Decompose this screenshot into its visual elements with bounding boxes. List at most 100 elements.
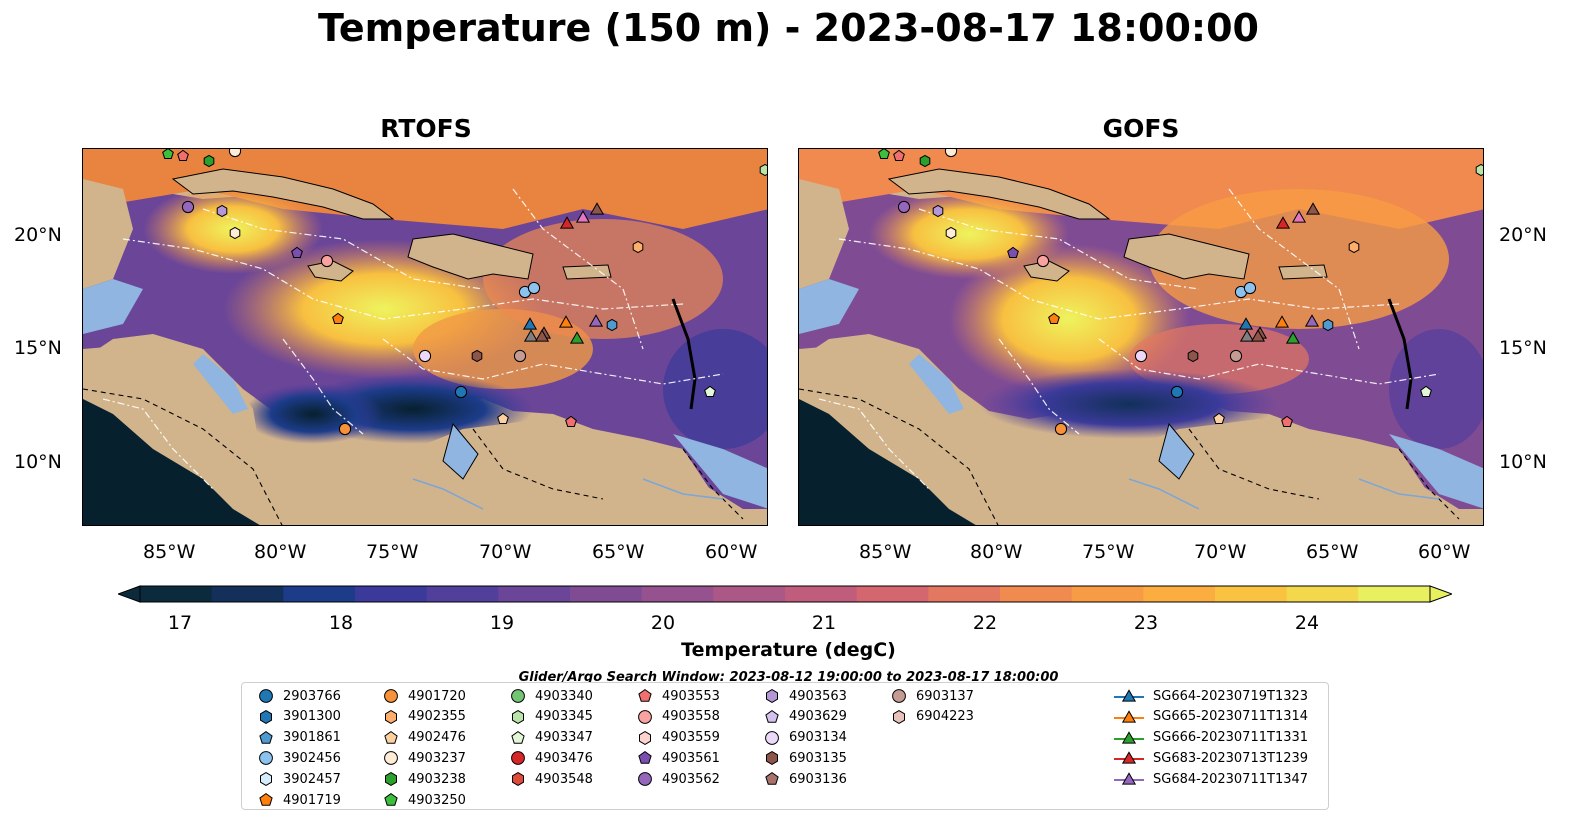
legend-marker-icon	[260, 772, 272, 787]
legend-label: 3901861	[283, 730, 341, 746]
legend-item: SG666-20230711T1331	[1114, 728, 1308, 748]
colorbar-tick-24: 24	[1294, 612, 1320, 634]
observation-marker	[203, 154, 215, 168]
legend-label: SG666-20230711T1331	[1153, 730, 1309, 746]
lon-tick-75w-right: 75°W	[1082, 541, 1135, 563]
observation-marker	[704, 385, 716, 397]
legend-item: 3901300	[258, 707, 341, 727]
colorbar	[118, 585, 1452, 603]
legend-item: 4901719	[258, 790, 341, 810]
legend-label: 4903559	[662, 730, 720, 746]
observation-marker	[523, 329, 539, 342]
legend-label: 4903340	[535, 688, 593, 704]
observation-marker	[1274, 315, 1290, 328]
legend-label: SG684-20230711T1347	[1153, 771, 1309, 787]
legend-item: 3902457	[258, 769, 341, 789]
panel-title-gofs: GOFS	[1102, 114, 1180, 143]
legend-marker-icon	[511, 730, 525, 744]
legend-marker-icon	[512, 772, 524, 787]
colorbar-segment	[856, 586, 929, 602]
panel-title-rtofs: RTOFS	[380, 114, 472, 143]
legend-marker-icon	[765, 772, 779, 785]
observation-marker	[1238, 317, 1254, 330]
colorbar-segment	[1286, 586, 1359, 602]
observation-marker	[559, 216, 575, 229]
legend-marker-icon	[384, 730, 398, 744]
observation-marker	[945, 226, 957, 240]
observation-marker	[534, 329, 550, 342]
colorbar-tick-21: 21	[811, 612, 837, 634]
colorbar-segment	[713, 586, 786, 602]
legend-marker-icon	[639, 730, 651, 745]
lon-tick-60w-left: 60°W	[705, 541, 758, 563]
legend-label: 4903629	[789, 709, 847, 725]
legend-item: 4903340	[510, 686, 593, 706]
legend-marker-icon	[766, 751, 778, 766]
legend-item: 6903135	[764, 748, 847, 768]
legend-item: 4903562	[637, 769, 720, 789]
lat-tick-10n-left: 10°N	[14, 451, 62, 473]
legend-item: 4902355	[383, 707, 466, 727]
legend-item: 6903134	[764, 728, 847, 748]
legend-marker-icon	[1114, 689, 1144, 702]
colorbar-segment	[928, 586, 1001, 602]
observation-marker	[1285, 331, 1301, 344]
legend-label: 6903134	[789, 730, 847, 746]
figure-title: Temperature (150 m) - 2023-08-17 18:00:0…	[317, 6, 1259, 50]
observation-marker	[932, 204, 944, 218]
legend-marker-icon	[260, 709, 272, 724]
colorbar-tick-20: 20	[650, 612, 676, 634]
observation-marker	[893, 149, 905, 161]
colorbar-tick-23: 23	[1133, 612, 1159, 634]
lat-tick-20n-left: 20°N	[14, 224, 62, 246]
legend-marker-icon	[512, 709, 524, 724]
observation-marker	[558, 315, 574, 328]
colorbar-segment	[1358, 586, 1431, 602]
colorbar-segment	[355, 586, 428, 602]
colorbar-segment	[140, 586, 213, 602]
observation-marker	[1187, 349, 1199, 363]
legend-item: 4903347	[510, 728, 593, 748]
observation-marker	[565, 415, 577, 427]
legend-item: 4903548	[510, 769, 593, 789]
map-panel-rtofs	[82, 148, 768, 526]
observation-marker	[878, 149, 890, 159]
legend-label: 4901719	[283, 792, 341, 808]
colorbar-segment	[570, 586, 643, 602]
legend-label: 4903347	[535, 730, 593, 746]
observation-marker	[606, 318, 618, 332]
observation-marker	[1420, 385, 1432, 397]
observation-marker	[527, 281, 541, 295]
observation-marker	[513, 349, 527, 363]
legend-item: 4903563	[764, 686, 847, 706]
colorbar-tick-17: 17	[167, 612, 193, 634]
legend-item: 4903237	[383, 748, 466, 768]
legend-label: 6903135	[789, 750, 847, 766]
observation-marker	[575, 210, 591, 223]
observation-marker	[1239, 329, 1255, 342]
legend-marker-icon	[384, 689, 398, 703]
lon-tick-65w-left: 65°W	[592, 541, 645, 563]
colorbar-segment	[211, 586, 284, 602]
legend-marker-icon	[1114, 751, 1144, 764]
observation-marker	[418, 349, 432, 363]
observation-marker	[1281, 415, 1293, 427]
observation-marker	[632, 240, 644, 254]
lon-tick-70w-left: 70°W	[479, 541, 532, 563]
legend-item: 4903250	[383, 790, 466, 810]
legend-item: 3901861	[258, 728, 341, 748]
legend-label: 4903548	[535, 771, 593, 787]
legend-label: 4903237	[408, 750, 466, 766]
legend-marker-icon	[1114, 730, 1144, 744]
legend-item: 4903558	[637, 707, 720, 727]
legend-item: 3902456	[258, 748, 341, 768]
legend-marker-icon	[1114, 710, 1144, 723]
observation-marker	[759, 163, 767, 177]
legend-item: 6904223	[891, 707, 974, 727]
colorbar-tick-18: 18	[328, 612, 354, 634]
legend-label: 4903561	[662, 750, 720, 766]
colorbar-segment	[498, 586, 571, 602]
legend-label: 3901300	[283, 709, 341, 725]
observation-marker	[1170, 385, 1184, 399]
observation-marker	[1054, 422, 1068, 436]
